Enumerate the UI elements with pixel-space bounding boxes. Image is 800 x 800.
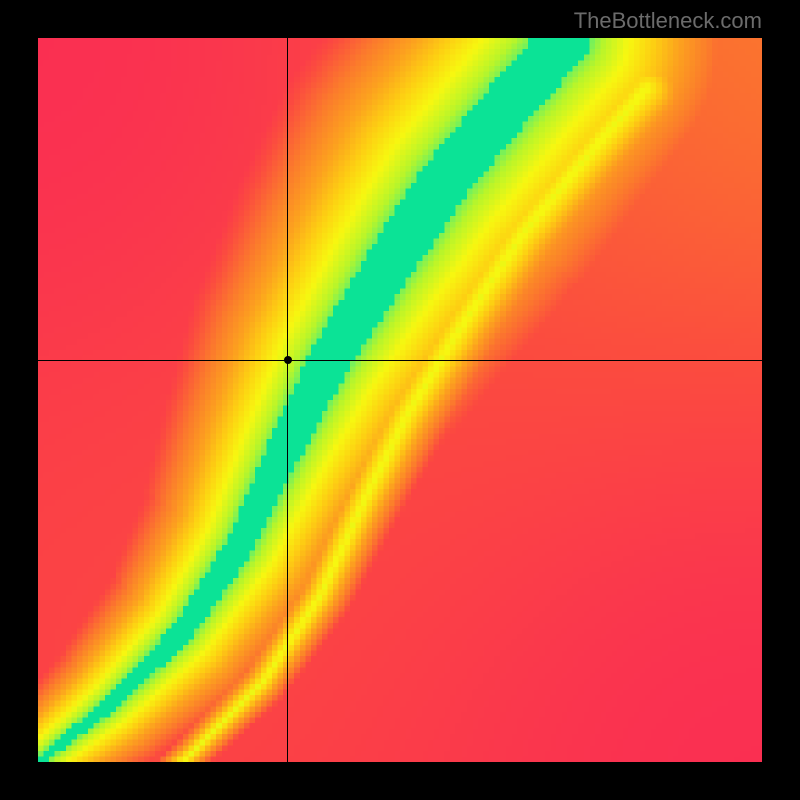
crosshair-horizontal — [38, 360, 762, 361]
attribution-label: TheBottleneck.com — [574, 8, 762, 34]
crosshair-vertical — [287, 38, 288, 762]
chart-container: { "meta": { "attribution_text": "TheBott… — [0, 0, 800, 800]
crosshair-marker — [284, 356, 292, 364]
bottleneck-heatmap — [38, 38, 762, 762]
